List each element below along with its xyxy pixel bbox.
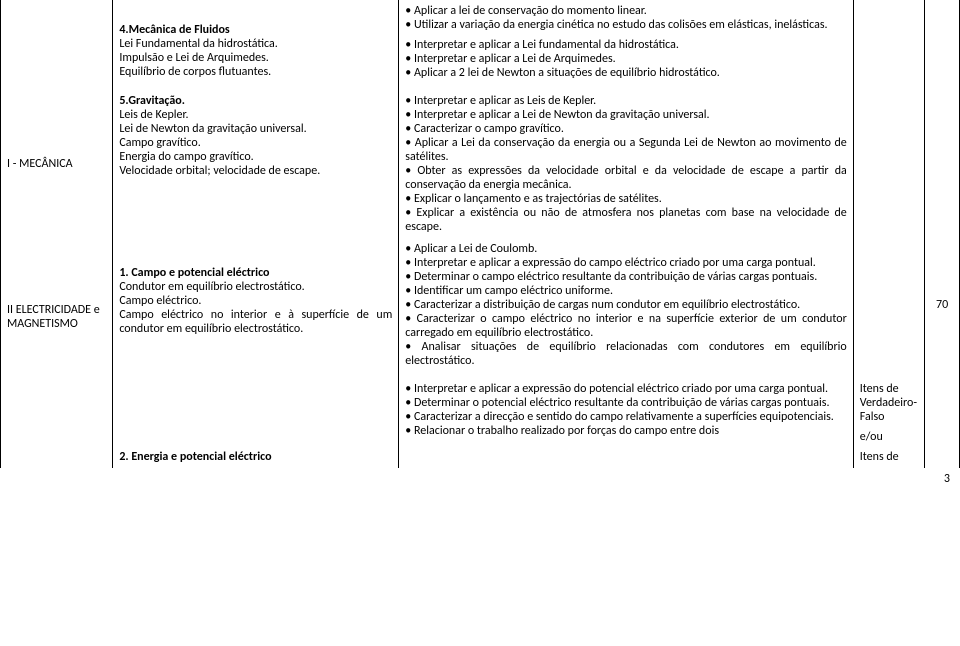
objective-item: • Obter as expressões da velocidade orbi… bbox=[405, 164, 846, 192]
content-line: Condutor em equilíbrio electrostático. bbox=[119, 280, 392, 294]
objectives-cell: • Aplicar a Lei de Coulomb. • Interpreta… bbox=[399, 238, 853, 372]
type-cell bbox=[853, 0, 924, 84]
type-line: e/ou bbox=[860, 430, 918, 444]
objective-item: • Aplicar a 2 lei de Newton a situações … bbox=[405, 66, 846, 80]
type-cell bbox=[853, 238, 924, 372]
objective-item: • Analisar situações de equilíbrio relac… bbox=[405, 340, 846, 368]
hours-cell: 70 bbox=[925, 238, 960, 372]
type-line: Itens de bbox=[860, 450, 918, 464]
objective-item: • Aplicar a lei de conservação do moment… bbox=[405, 4, 846, 18]
content-cell: 4.Mecânica de Fluidos Lei Fundamental da… bbox=[113, 0, 399, 84]
objective-item: • Identificar um campo eléctrico uniform… bbox=[405, 284, 846, 298]
content-title: 4.Mecânica de Fluidos bbox=[119, 23, 392, 37]
objective-item: • Determinar o potencial eléctrico resul… bbox=[405, 396, 846, 410]
hours-cell bbox=[925, 372, 960, 468]
objectives-cell: • Aplicar a lei de conservação do moment… bbox=[399, 0, 853, 84]
hours-cell bbox=[925, 84, 960, 238]
content-line: Lei Fundamental da hidrostática. bbox=[119, 37, 392, 51]
table-row: I - MECÂNICA 5.Gravitação. Leis de Keple… bbox=[1, 84, 960, 238]
objective-item: • Interpretar e aplicar a Lei de Arquime… bbox=[405, 52, 846, 66]
objective-item: • Explicar o lançamento e as trajectória… bbox=[405, 192, 846, 206]
objective-item: • Interpretar e aplicar a expressão do c… bbox=[405, 256, 846, 270]
objective-item: • Explicar a existência ou não de atmosf… bbox=[405, 206, 846, 234]
type-cell bbox=[853, 84, 924, 238]
module-label: I - MECÂNICA bbox=[7, 157, 73, 171]
content-line: Campo eléctrico. bbox=[119, 294, 392, 308]
content-line: Impulsão e Lei de Arquimedes. bbox=[119, 51, 392, 65]
objective-item: • Caracterizar a direcção e sentido do c… bbox=[405, 410, 846, 424]
objectives-cell: • Interpretar e aplicar as Leis de Keple… bbox=[399, 84, 853, 238]
page-number: 3 bbox=[0, 468, 960, 496]
content-cell: 5.Gravitação. Leis de Kepler. Lei de New… bbox=[113, 84, 399, 238]
objective-item: • Interpretar e aplicar as Leis de Keple… bbox=[405, 94, 846, 108]
content-line: Velocidade orbital; velocidade de escape… bbox=[119, 164, 392, 178]
curriculum-table: 4.Mecânica de Fluidos Lei Fundamental da… bbox=[0, 0, 960, 468]
objective-item: • Determinar o campo eléctrico resultant… bbox=[405, 270, 846, 284]
content-line: Equilíbrio de corpos flutuantes. bbox=[119, 65, 392, 79]
type-line: Falso bbox=[860, 410, 918, 424]
objective-item: • Interpretar e aplicar a Lei de Newton … bbox=[405, 108, 846, 122]
table-row: 4.Mecânica de Fluidos Lei Fundamental da… bbox=[1, 0, 960, 84]
type-line: Itens de bbox=[860, 382, 918, 396]
content-line: Energia do campo gravítico. bbox=[119, 150, 392, 164]
content-line: Leis de Kepler. bbox=[119, 108, 392, 122]
content-cell: 1. Campo e potencial eléctrico Condutor … bbox=[113, 238, 399, 372]
objective-item: • Relacionar o trabalho realizado por fo… bbox=[405, 424, 846, 438]
objective-item: • Caracterizar o campo gravítico. bbox=[405, 122, 846, 136]
content-title: 1. Campo e potencial eléctrico bbox=[119, 266, 392, 280]
type-cell: Itens de Verdadeiro- Falso e/ou Itens de bbox=[853, 372, 924, 468]
content-title: 5.Gravitação. bbox=[119, 94, 392, 108]
content-line: Campo eléctrico no interior e à superfíc… bbox=[119, 308, 392, 336]
module-cell: I - MECÂNICA bbox=[1, 84, 113, 238]
objective-item: • Interpretar e aplicar a Lei fundamenta… bbox=[405, 38, 846, 52]
module-cell bbox=[1, 0, 113, 84]
table-row: II ELECTRICIDADE e MAGNETISMO 1. Campo e… bbox=[1, 238, 960, 372]
objective-item: • Interpretar e aplicar a expressão do p… bbox=[405, 382, 846, 396]
content-line: Lei de Newton da gravitação universal. bbox=[119, 122, 392, 136]
objective-item: • Aplicar a Lei da conservação da energi… bbox=[405, 136, 846, 164]
hours-value: 70 bbox=[936, 298, 948, 312]
objective-item: • Caracterizar o campo eléctrico no inte… bbox=[405, 312, 846, 340]
type-line: Verdadeiro- bbox=[860, 396, 918, 410]
objective-item: • Caracterizar a distribuição de cargas … bbox=[405, 298, 846, 312]
module-cell: II ELECTRICIDADE e MAGNETISMO bbox=[1, 238, 113, 372]
objective-item: • Utilizar a variação da energia cinétic… bbox=[405, 18, 846, 32]
content-title: 2. Energia e potencial eléctrico bbox=[119, 450, 392, 464]
objective-item: • Aplicar a Lei de Coulomb. bbox=[405, 242, 846, 256]
module-cell bbox=[1, 372, 113, 468]
content-cell: 2. Energia e potencial eléctrico bbox=[113, 372, 399, 468]
hours-cell bbox=[925, 0, 960, 84]
objectives-cell: • Interpretar e aplicar a expressão do p… bbox=[399, 372, 853, 468]
table-row: 2. Energia e potencial eléctrico • Inter… bbox=[1, 372, 960, 468]
content-line: Campo gravítico. bbox=[119, 136, 392, 150]
module-label: II ELECTRICIDADE e MAGNETISMO bbox=[7, 303, 100, 331]
